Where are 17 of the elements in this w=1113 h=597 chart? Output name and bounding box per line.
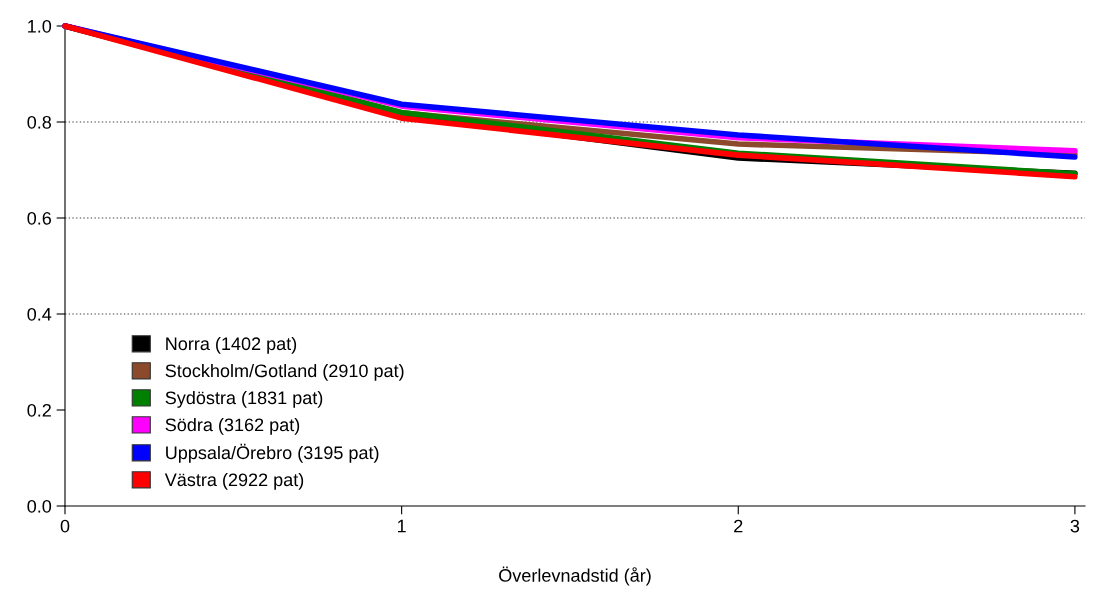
legend-label: Uppsala/Örebro (3195 pat) [166, 443, 379, 463]
x-axis-title: Överlevnadstid (år) [499, 566, 651, 586]
x-tick-label: 3 [1070, 519, 1080, 533]
x-tick-label: 1 [397, 519, 406, 533]
y-tick-label: 0.6 [27, 211, 52, 225]
x-tick-label: 0 [60, 519, 70, 533]
legend-label: Sydöstra (1831 pat) [165, 390, 323, 408]
legend-label: Norra (1402 pat) [166, 336, 297, 354]
y-tick-label: 0.0 [27, 499, 52, 513]
y-tick-label: 1.0 [28, 19, 52, 33]
legend-label: Stockholm/Gotland (2910 pat) [165, 363, 404, 381]
y-tick-label: 0.2 [27, 403, 51, 417]
legend-label: Södra (3162 pat) [165, 418, 300, 435]
legend-label: Västra (2922 pat) [164, 472, 304, 490]
y-tick-label: 0.8 [27, 115, 52, 129]
x-tick-label: 2 [734, 519, 743, 533]
y-tick-label: 0.4 [27, 307, 52, 321]
